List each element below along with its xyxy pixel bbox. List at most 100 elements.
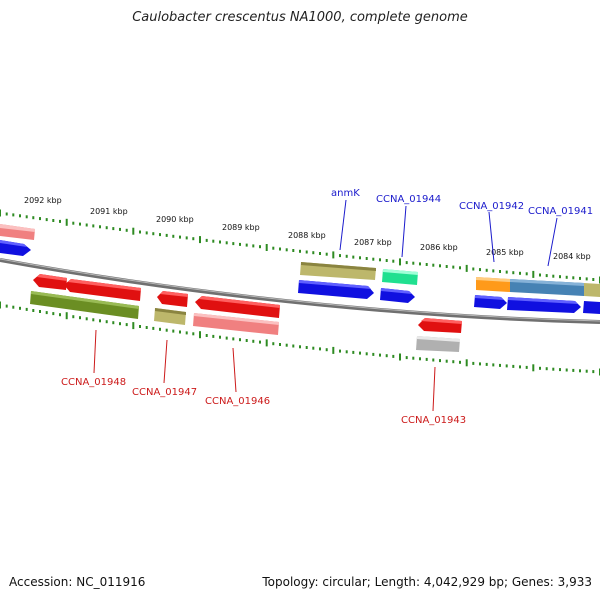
inner-tick-minor-3 <box>19 306 21 310</box>
inner-tick-minor-14 <box>92 318 95 322</box>
outer-tick-minor-1 <box>5 212 8 216</box>
gene-label-ccna-01948[interactable]: CCNA_01948 <box>61 377 126 388</box>
genome-summary-text: Topology: circular; Length: 4,042,929 bp… <box>262 575 592 589</box>
inner-tick-minor-2 <box>12 305 15 309</box>
outer-tick-minor-9 <box>59 219 61 223</box>
outer-tick-minor-86 <box>572 276 575 280</box>
outer-tick-minor-31 <box>205 238 208 242</box>
tick-label-2088: 2088 kbp <box>288 231 326 240</box>
gene-feature-blue-c[interactable] <box>474 295 507 309</box>
outer-tick-minor-56 <box>372 257 375 261</box>
tick-label-2089: 2089 kbp <box>222 223 260 232</box>
outer-tick-minor-88 <box>585 277 588 281</box>
inner-tick-major-70 <box>465 359 468 367</box>
gene-label-ccna-01944[interactable]: CCNA_01944 <box>376 194 441 205</box>
inner-tick-minor-33 <box>219 335 221 339</box>
inner-tick-minor-64 <box>425 357 428 361</box>
inner-tick-minor-55 <box>365 352 368 356</box>
outer-tick-minor-26 <box>172 234 175 238</box>
inner-tick-minor-21 <box>139 325 141 328</box>
gene-feature-ccna-01948[interactable] <box>30 291 139 319</box>
outer-tick-minor-75 <box>499 270 501 273</box>
gene-label-ccna-01943[interactable]: CCNA_01943 <box>401 415 466 426</box>
tick-marks-inner <box>0 301 600 376</box>
inner-tick-major-30 <box>199 331 201 339</box>
inner-tick-minor-61 <box>405 356 408 360</box>
inner-tick-minor-85 <box>565 368 568 372</box>
gene-feature-blue-left[interactable] <box>0 240 31 256</box>
inner-tick-minor-59 <box>392 354 395 358</box>
gene-feature-ccna-01941[interactable] <box>510 279 584 296</box>
inner-tick-minor-13 <box>85 317 88 321</box>
inner-tick-minor-68 <box>452 360 455 364</box>
inner-tick-minor-89 <box>592 370 595 374</box>
tick-label-2091: 2091 kbp <box>90 207 128 216</box>
inner-tick-minor-7 <box>45 311 48 315</box>
outer-tick-major-20 <box>132 227 135 235</box>
gene-feature-blue-b[interactable] <box>380 288 415 303</box>
gene-feature-blue-e[interactable] <box>583 301 600 314</box>
tick-label-2090: 2090 kbp <box>156 215 194 224</box>
gene-feature-ccna-01946[interactable] <box>193 313 279 335</box>
inner-tick-minor-53 <box>352 350 355 354</box>
outer-tick-minor-47 <box>312 251 315 255</box>
outer-tick-minor-12 <box>79 222 81 226</box>
gene-label-anmk[interactable]: anmK <box>331 188 360 199</box>
gene-feature-anmk[interactable] <box>300 262 376 280</box>
outer-tick-minor-43 <box>285 248 288 252</box>
gene-feature-red-b[interactable] <box>64 279 141 301</box>
inner-tick-minor-12 <box>79 316 81 320</box>
gene-feature-red-c[interactable] <box>157 291 188 307</box>
gene-label-ccna-01942[interactable]: CCNA_01942 <box>459 201 524 212</box>
inner-tick-minor-23 <box>152 326 155 330</box>
gene-feature-red-e[interactable] <box>418 318 462 333</box>
inner-tick-minor-48 <box>319 347 321 351</box>
inner-tick-minor-86 <box>572 368 575 372</box>
inner-tick-minor-62 <box>412 356 415 360</box>
inner-tick-minor-65 <box>432 358 435 362</box>
outer-tick-minor-71 <box>472 267 475 271</box>
gene-feature-ccna-01942[interactable] <box>476 277 510 292</box>
inner-tick-minor-25 <box>165 328 168 332</box>
gene-label-ccna-01941[interactable]: CCNA_01941 <box>528 206 593 217</box>
inner-tick-minor-46 <box>305 346 308 349</box>
gene-feature-salmon-left[interactable] <box>0 224 35 240</box>
outer-tick-minor-76 <box>505 270 508 274</box>
gene-label-ccna-01947[interactable]: CCNA_01947 <box>132 387 197 398</box>
outer-tick-minor-83 <box>552 274 555 278</box>
gene-feature-red-a[interactable] <box>33 274 67 290</box>
gene-feature-red-d[interactable] <box>195 296 280 318</box>
outer-tick-minor-67 <box>445 265 448 268</box>
outer-tick-minor-72 <box>479 268 481 272</box>
outer-tick-minor-15 <box>99 225 101 229</box>
outer-tick-minor-65 <box>432 263 435 267</box>
inner-tick-minor-28 <box>185 331 188 335</box>
inner-tick-minor-45 <box>299 345 301 349</box>
gene-feature-khaki-right[interactable] <box>584 283 600 297</box>
inner-tick-minor-4 <box>25 307 28 311</box>
gene-feature-blue-d[interactable] <box>507 297 581 313</box>
outer-tick-minor-48 <box>319 252 321 255</box>
outer-tick-minor-18 <box>119 227 121 231</box>
outer-tick-minor-82 <box>545 274 548 278</box>
outer-tick-minor-24 <box>159 233 161 237</box>
outer-tick-minor-58 <box>385 259 388 262</box>
inner-tick-minor-52 <box>345 350 348 354</box>
outer-tick-minor-14 <box>92 224 95 228</box>
gene-feature-ccna-01943[interactable] <box>416 336 460 352</box>
gene-feature-ccna-01947[interactable] <box>154 308 186 325</box>
gene-feature-blue-a[interactable] <box>298 280 374 299</box>
inner-tick-minor-81 <box>539 366 541 370</box>
outer-tick-minor-87 <box>579 276 581 280</box>
outer-tick-major-0 <box>0 209 1 217</box>
inner-tick-minor-78 <box>519 365 521 369</box>
inner-tick-minor-74 <box>492 363 495 367</box>
outer-tick-major-80 <box>532 270 535 278</box>
gene-feature-ccna-01944[interactable] <box>382 269 418 285</box>
outer-tick-minor-39 <box>259 245 261 249</box>
outer-tick-major-40 <box>265 244 268 251</box>
gene-label-ccna-01946[interactable]: CCNA_01946 <box>205 396 270 407</box>
inner-tick-minor-71 <box>472 361 475 365</box>
